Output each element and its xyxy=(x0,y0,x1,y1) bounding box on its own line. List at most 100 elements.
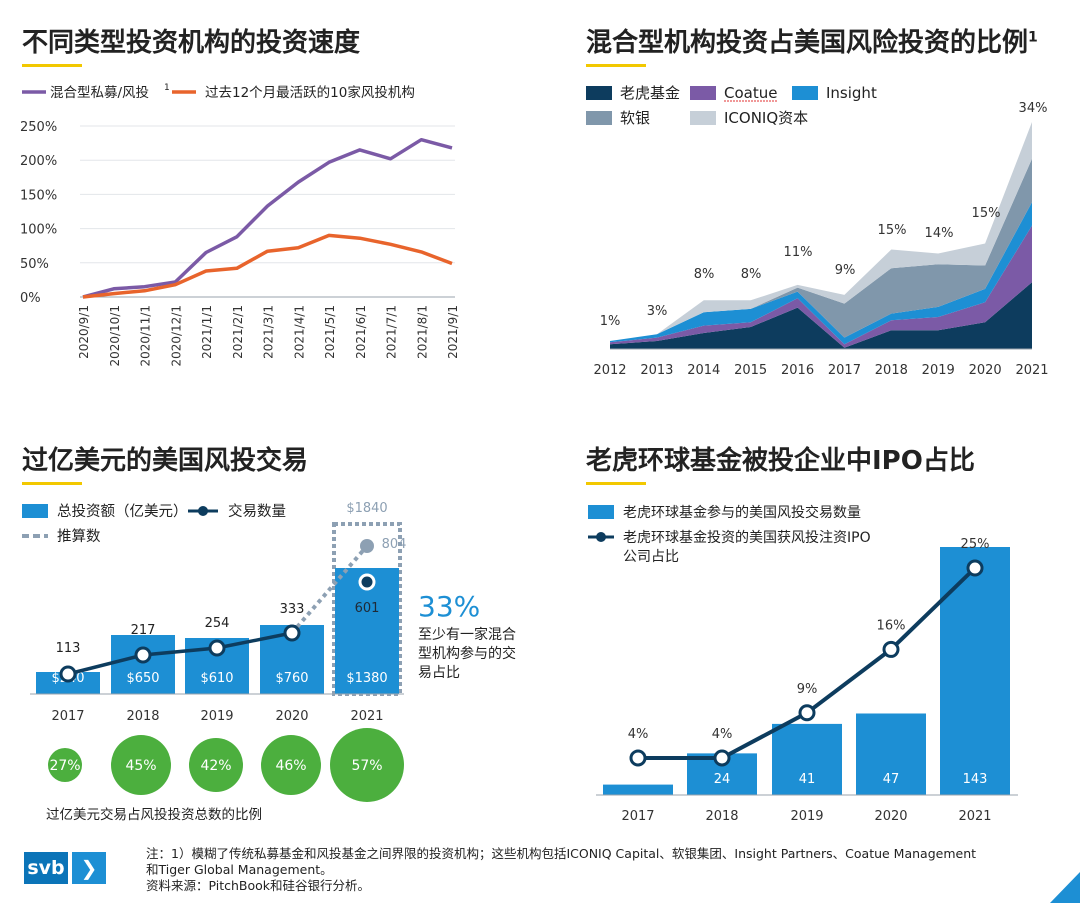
chevron-right-icon: ❯ xyxy=(72,852,106,884)
total-label: 9% xyxy=(835,263,856,278)
legend-swatch xyxy=(690,86,716,100)
x-tick-label: 2019 xyxy=(922,363,955,378)
footer-note-line2: 和Tiger Global Management。 xyxy=(146,862,333,877)
x-tick-label: 2021/8/1 xyxy=(415,305,429,359)
x-tick-label: 2021 xyxy=(1015,363,1048,378)
x-tick-label: 2015 xyxy=(734,363,767,378)
footer-note-line1: 注：1）模糊了传统私募基金和风投基金之间界限的投资机构；这些机构包括ICONIQ… xyxy=(146,846,977,861)
callout-value: 33% xyxy=(418,590,480,623)
estimate-total-label: $1840 xyxy=(346,501,387,516)
count-marker xyxy=(134,646,152,664)
svb-logo: svb xyxy=(24,852,68,884)
ipo-share-label: 4% xyxy=(628,727,649,742)
x-tick-label: 2021/7/1 xyxy=(385,305,399,359)
y-tick-label: 0% xyxy=(20,291,41,306)
title-accent xyxy=(22,64,82,67)
x-tick-label: 2021/3/1 xyxy=(262,305,276,359)
x-tick-label: 2019 xyxy=(790,809,823,824)
x-tick-label: 2021/5/1 xyxy=(323,305,337,359)
share-bubble-label: 42% xyxy=(200,758,231,774)
ipo-share-marker xyxy=(882,640,900,658)
legend-label: 老虎基金 xyxy=(620,84,680,102)
ipo-share-marker xyxy=(629,749,647,767)
title-text: 混合型机构投资占美国风险投资的比例 xyxy=(586,28,1029,58)
estimate-line xyxy=(290,544,369,635)
share-bubble xyxy=(330,728,404,802)
legend-swatch xyxy=(690,111,716,125)
legend-label: Coatue xyxy=(724,84,777,102)
count-marker xyxy=(59,665,77,683)
title-accent xyxy=(22,482,82,485)
count-line xyxy=(67,631,293,676)
total-label: 14% xyxy=(925,226,954,241)
title-accent xyxy=(586,482,646,485)
x-tick-label: 2020/9/1 xyxy=(77,305,91,359)
share-bubble xyxy=(48,748,82,782)
x-tick-label: 2021/9/1 xyxy=(446,305,460,359)
total-label: 8% xyxy=(741,267,762,282)
bar-value-label: 41 xyxy=(799,772,816,787)
count-value-label: 217 xyxy=(131,623,156,638)
legend-label: ICONIQ资本 xyxy=(724,109,808,127)
share-bubble-label: 57% xyxy=(351,758,382,774)
title-sup: 1 xyxy=(1028,29,1038,46)
bar xyxy=(603,784,673,795)
total-label: 15% xyxy=(972,206,1001,221)
count-marker xyxy=(283,624,301,642)
x-tick-label: 2017 xyxy=(51,709,84,724)
bar-value-label: $610 xyxy=(200,671,233,686)
legend-label: 总投资额（亿美元） xyxy=(57,503,188,520)
x-tick-label: 2021 xyxy=(350,709,383,724)
bar-value-label: $1380 xyxy=(346,671,387,686)
y-tick-label: 250% xyxy=(20,120,57,135)
y-tick-label: 100% xyxy=(20,223,57,238)
x-tick-label: 2017 xyxy=(621,809,654,824)
x-tick-label: 2020 xyxy=(275,709,308,724)
bar-value-label: 6 xyxy=(634,768,642,783)
area-series-4 xyxy=(610,158,1032,341)
x-tick-label: 2016 xyxy=(781,363,814,378)
line-series-1 xyxy=(82,137,453,299)
legend-label: 老虎环球基金投资的美国获风投注资IPO xyxy=(623,529,871,546)
share-bubble-label: 45% xyxy=(125,758,156,774)
ipo-share-marker xyxy=(798,704,816,722)
x-tick-label: 2012 xyxy=(593,363,626,378)
y-tick-label: 50% xyxy=(20,257,49,272)
share-bubble xyxy=(111,735,171,795)
x-tick-label: 2021/6/1 xyxy=(354,305,368,359)
x-tick-label: 2021/2/1 xyxy=(231,305,245,359)
bar-value-label: $650 xyxy=(126,671,159,686)
legend-swatch-marker xyxy=(596,532,606,542)
chart-title-hybrid-share: 混合型机构投资占美国风险投资的比例1 xyxy=(586,22,1038,59)
total-label: 8% xyxy=(694,267,715,282)
estimate-marker xyxy=(360,539,374,553)
line-series-2 xyxy=(82,233,453,299)
chart-title-tiger-ipo: 老虎环球基金被投企业中IPO占比 xyxy=(586,446,975,476)
total-label: 34% xyxy=(1019,101,1048,116)
count-value-label: 113 xyxy=(56,641,81,656)
ipo-share-marker xyxy=(713,749,731,767)
bar-value-label: 143 xyxy=(963,772,988,787)
bar xyxy=(36,672,100,694)
x-tick-label: 2021/4/1 xyxy=(292,305,306,359)
legend-swatch xyxy=(792,86,818,100)
bar-value-label: $760 xyxy=(275,671,308,686)
legend-swatch xyxy=(588,505,614,519)
chart-title-velocity: 不同类型投资机构的投资速度 xyxy=(22,28,361,58)
legend-label: 软银 xyxy=(620,109,650,127)
x-tick-label: 2019 xyxy=(200,709,233,724)
count-marker xyxy=(358,573,376,591)
y-tick-label: 150% xyxy=(20,188,57,203)
share-bubble xyxy=(189,738,243,792)
share-bubble-label: 46% xyxy=(275,758,306,774)
title-accent xyxy=(586,64,646,67)
x-tick-label: 2013 xyxy=(640,363,673,378)
x-tick-label: 2020/11/1 xyxy=(139,305,153,367)
footer-source: 资料来源：PitchBook和硅谷银行分析。 xyxy=(146,878,371,893)
x-tick-label: 2018 xyxy=(126,709,159,724)
x-tick-label: 2020 xyxy=(969,363,1002,378)
total-label: 1% xyxy=(600,314,621,329)
count-value-label: 601 xyxy=(355,601,380,616)
legend-label: 混合型私募/风投 xyxy=(50,85,149,101)
